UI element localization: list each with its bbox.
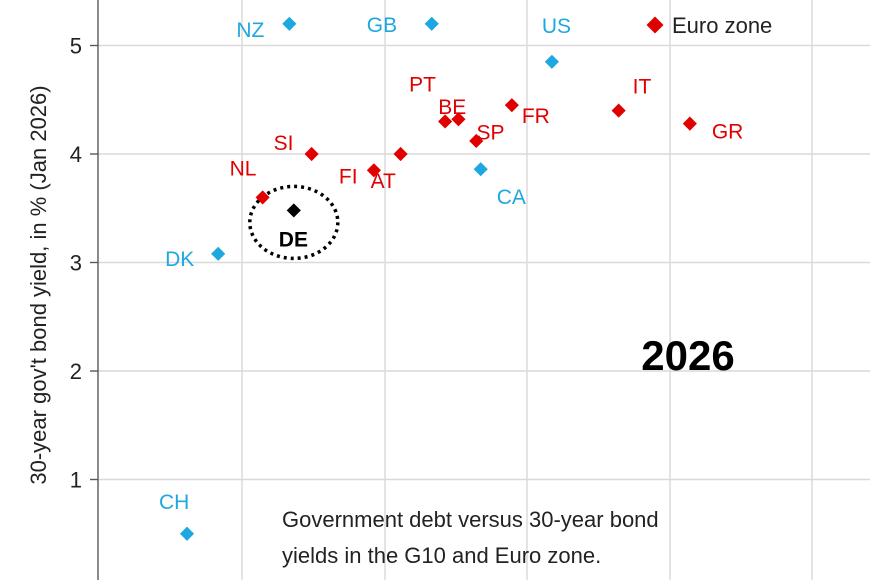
point-label-de: DE	[279, 228, 308, 251]
point-sp	[451, 112, 466, 127]
y-tick-label: 1	[70, 468, 82, 493]
point-label-pt: PT	[409, 73, 436, 96]
y-tick-label: 4	[70, 142, 82, 167]
point-label-dk: DK	[165, 248, 194, 271]
point-fr	[504, 98, 519, 113]
point-label-be: BE	[438, 96, 466, 119]
y-tick-label: 0	[70, 576, 82, 580]
point-label-nz: NZ	[236, 19, 264, 42]
point-label-si: SI	[274, 132, 294, 155]
point-label-at: AT	[371, 170, 396, 193]
y-axis-label: 30-year gov't bond yield, in % (Jan 2026…	[26, 85, 51, 484]
point-label-sp: SP	[476, 121, 504, 144]
legend-marker	[646, 16, 664, 34]
y-tick-label: 3	[70, 251, 82, 276]
point-nz	[282, 16, 297, 31]
point-gr	[682, 116, 697, 131]
point-ch	[179, 526, 195, 541]
point-nl	[255, 190, 270, 205]
point-label-us: US	[542, 15, 571, 38]
y-tick-label: 5	[70, 34, 82, 59]
y-tick-label: 2	[70, 359, 82, 384]
point-de	[286, 203, 301, 218]
point-label-ch: CH	[159, 491, 189, 514]
point-pt	[438, 114, 453, 129]
point-label-nl: NL	[230, 157, 257, 180]
point-label-it: IT	[633, 76, 652, 99]
data-point-labels: NLSIFIATBESPPTFRITGRNZGBUSCADKCHDEJP	[159, 14, 744, 514]
point-at	[393, 146, 408, 162]
point-label-gb: GB	[367, 14, 397, 37]
point-ca	[473, 162, 488, 177]
year-label: 2026	[641, 332, 734, 379]
point-label-ca: CA	[497, 186, 526, 209]
highlight-rings	[248, 184, 340, 261]
point-it	[611, 103, 626, 118]
legend-label-euro-zone: Euro zone	[672, 13, 772, 38]
data-points	[179, 16, 697, 541]
point-label-fr: FR	[522, 105, 550, 128]
note-line-2: yields in the G10 and Euro zone.	[282, 543, 601, 568]
legend: Euro zone	[646, 13, 772, 38]
note-line-1: Government debt versus 30-year bond	[282, 507, 659, 532]
grid-lines	[90, 0, 870, 580]
point-be	[469, 133, 484, 149]
point-label-gr: GR	[712, 121, 744, 144]
y-axis-tick-labels: 0 1 2 3 4 5	[70, 34, 82, 580]
point-dk	[211, 246, 226, 261]
point-label-fi: FI	[339, 165, 358, 188]
point-us	[544, 54, 559, 69]
point-gb	[424, 16, 439, 31]
point-si	[304, 146, 319, 162]
point-fi	[366, 163, 381, 178]
highlight-ring-de	[248, 184, 340, 261]
